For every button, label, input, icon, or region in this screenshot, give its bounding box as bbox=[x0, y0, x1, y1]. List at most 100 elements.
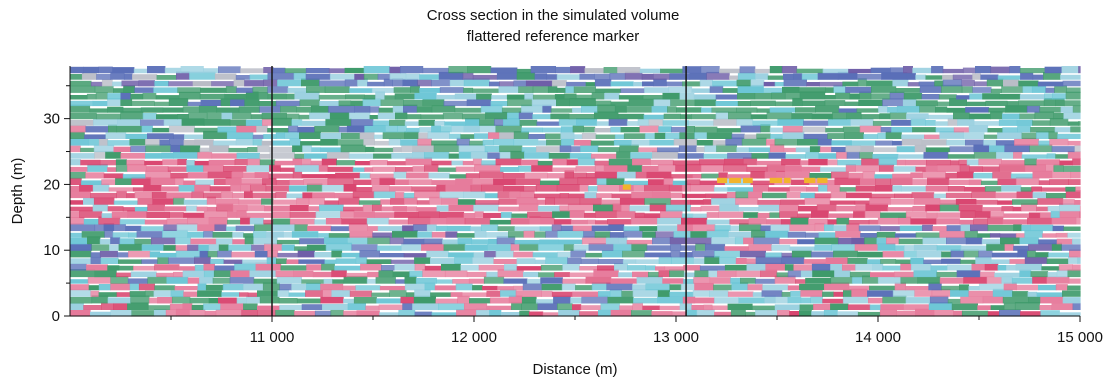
heatmap-cell bbox=[448, 204, 474, 212]
heatmap-cell bbox=[1040, 295, 1064, 304]
heatmap-cell bbox=[264, 243, 283, 251]
heatmap-cell bbox=[606, 177, 625, 185]
heatmap-cell bbox=[246, 295, 261, 304]
heatmap-cell bbox=[390, 259, 415, 264]
heatmap-cell bbox=[793, 73, 803, 80]
heatmap-cell bbox=[70, 131, 85, 139]
heatmap-cell bbox=[617, 67, 641, 74]
heatmap-cell bbox=[175, 308, 190, 317]
heatmap-cell bbox=[580, 145, 599, 153]
heatmap-cell bbox=[486, 290, 501, 297]
heatmap-cell bbox=[750, 171, 766, 179]
heatmap-cell bbox=[694, 297, 715, 304]
heatmap-cell bbox=[363, 73, 379, 80]
heatmap-cell bbox=[291, 119, 303, 126]
heatmap-cell bbox=[1026, 105, 1041, 113]
heatmap-cell bbox=[90, 81, 103, 87]
heatmap-cell bbox=[529, 216, 541, 225]
chart-title: Cross section in the simulated volume bbox=[426, 7, 680, 24]
heatmap-cell bbox=[552, 167, 577, 172]
heatmap-cell bbox=[194, 264, 204, 271]
heatmap-cell bbox=[915, 74, 927, 80]
heatmap-cell bbox=[537, 160, 553, 166]
heatmap-cell bbox=[439, 191, 464, 199]
heatmap-cell bbox=[797, 138, 819, 146]
heatmap-cell bbox=[559, 145, 572, 153]
heatmap-cell bbox=[567, 257, 582, 264]
heatmap-cell bbox=[147, 204, 165, 212]
heatmap-cell bbox=[521, 147, 537, 153]
heatmap-cell bbox=[531, 99, 557, 107]
heatmap-cell bbox=[1000, 237, 1020, 245]
heatmap-cell bbox=[1038, 239, 1058, 245]
heatmap-cell bbox=[663, 113, 681, 120]
heatmap-cell bbox=[406, 206, 417, 212]
heatmap-cell bbox=[523, 272, 539, 278]
heatmap-cell bbox=[168, 257, 195, 264]
heatmap-cell bbox=[975, 199, 998, 205]
heatmap-cell bbox=[782, 125, 803, 133]
heatmap-cell bbox=[1019, 113, 1036, 120]
heatmap-cell bbox=[649, 203, 667, 212]
heatmap-cell bbox=[469, 140, 484, 146]
heatmap-cell bbox=[144, 160, 163, 166]
heatmap-cell bbox=[913, 197, 941, 205]
heatmap-cell bbox=[557, 229, 584, 238]
heatmap-cell bbox=[187, 244, 199, 251]
heatmap-cell bbox=[301, 158, 312, 166]
heatmap-cell bbox=[939, 277, 964, 284]
heatmap-cell bbox=[711, 107, 737, 113]
heatmap-cell bbox=[671, 311, 687, 317]
heatmap-cell bbox=[403, 100, 424, 106]
heatmap-cell bbox=[1036, 131, 1050, 139]
heatmap-cell bbox=[449, 174, 467, 179]
heatmap-cell bbox=[824, 100, 846, 106]
heatmap-cell bbox=[199, 93, 225, 100]
heatmap-cell bbox=[203, 192, 222, 199]
heatmap-cell bbox=[594, 79, 612, 87]
heatmap-cell bbox=[754, 92, 772, 100]
heatmap-cell bbox=[702, 199, 712, 205]
heatmap-cell bbox=[789, 224, 816, 232]
heatmap-cell bbox=[775, 101, 793, 107]
heatmap-cell bbox=[90, 311, 111, 317]
heatmap-cell bbox=[320, 138, 338, 146]
heatmap-cell bbox=[414, 311, 433, 317]
heatmap-cell bbox=[554, 197, 581, 205]
heatmap-cell bbox=[359, 130, 375, 139]
heatmap-cell bbox=[554, 94, 565, 100]
heatmap-cell bbox=[90, 256, 102, 264]
heatmap-cell bbox=[748, 147, 771, 153]
heatmap-cell bbox=[630, 216, 658, 225]
heatmap-cell bbox=[70, 243, 92, 251]
heatmap-cell bbox=[119, 219, 146, 225]
heatmap-cell bbox=[827, 159, 838, 166]
heatmap-cell bbox=[820, 167, 847, 172]
heatmap-cell bbox=[392, 147, 402, 153]
heatmap-cell bbox=[977, 305, 992, 310]
heatmap-cell bbox=[902, 98, 917, 106]
heatmap-cell bbox=[644, 252, 672, 258]
heatmap-cell bbox=[483, 276, 505, 284]
heatmap-cell bbox=[638, 147, 658, 153]
heatmap-cell bbox=[275, 309, 295, 317]
heatmap-cell bbox=[1066, 87, 1081, 93]
heatmap-cell bbox=[895, 233, 917, 238]
heatmap-cell bbox=[974, 81, 988, 87]
heatmap-cell bbox=[519, 310, 530, 317]
heatmap-cell bbox=[915, 100, 938, 107]
heatmap-cell bbox=[394, 211, 419, 218]
heatmap-cell bbox=[448, 66, 468, 74]
heatmap-cell bbox=[489, 309, 502, 317]
heatmap-cell bbox=[186, 164, 204, 172]
heatmap-cell bbox=[120, 98, 133, 106]
heatmap-cell bbox=[70, 309, 91, 317]
heatmap-cell bbox=[577, 157, 596, 166]
heatmap-cell bbox=[824, 95, 836, 100]
heatmap-cell bbox=[212, 277, 231, 284]
heatmap-cell bbox=[173, 271, 184, 278]
heatmap-cell bbox=[569, 210, 585, 218]
heatmap-cell bbox=[984, 186, 1002, 192]
heatmap-cell bbox=[362, 204, 373, 212]
heatmap-cell bbox=[497, 191, 510, 199]
